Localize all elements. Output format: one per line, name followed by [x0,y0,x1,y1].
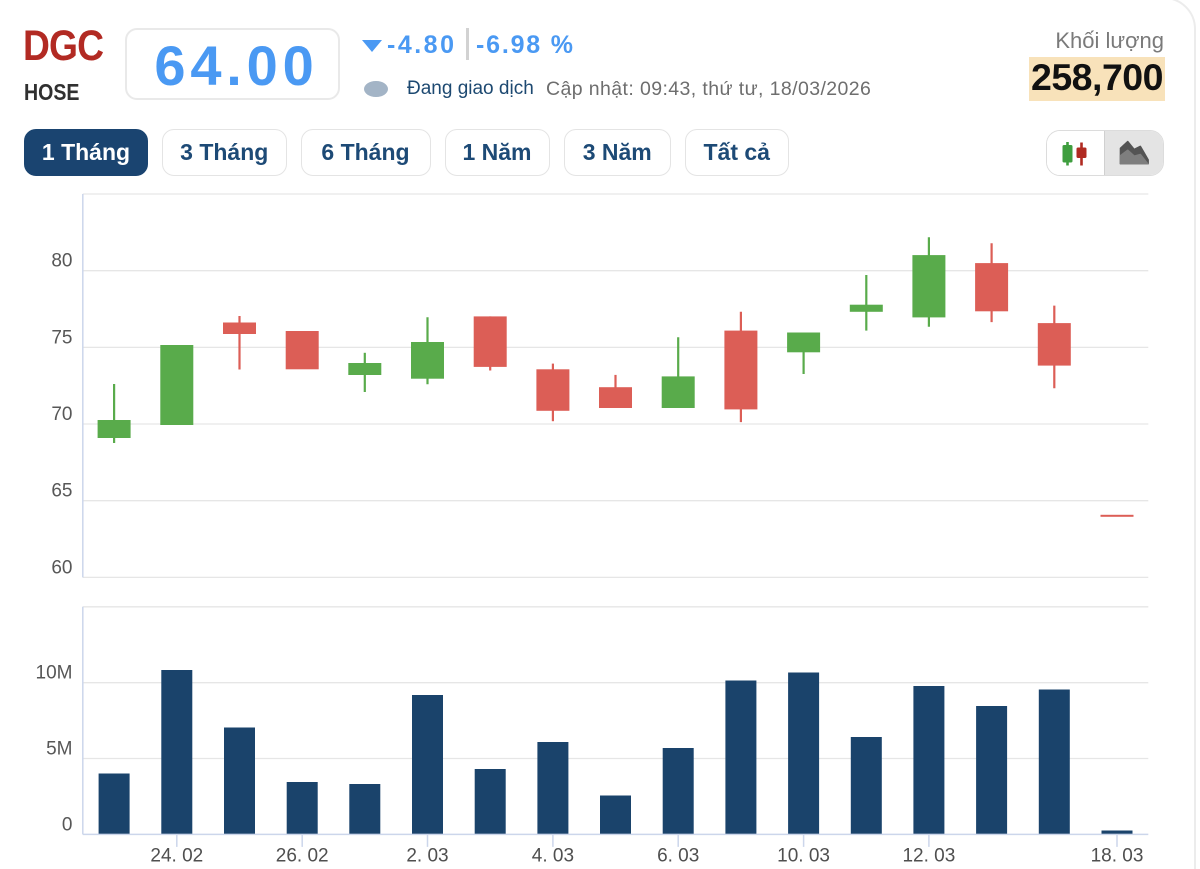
svg-text:12. 03: 12. 03 [902,845,955,866]
svg-text:10. 03: 10. 03 [777,845,830,866]
svg-text:4. 03: 4. 03 [532,845,574,866]
svg-text:6. 03: 6. 03 [657,845,699,866]
svg-text:10M: 10M [36,663,73,684]
svg-text:26. 02: 26. 02 [276,845,329,866]
svg-text:0: 0 [62,814,73,835]
svg-text:80: 80 [51,251,72,272]
svg-text:2. 03: 2. 03 [406,845,448,866]
svg-text:70: 70 [51,404,72,425]
svg-text:5M: 5M [46,738,72,759]
svg-text:18. 03: 18. 03 [1091,845,1144,866]
svg-text:24. 02: 24. 02 [150,845,203,866]
svg-text:75: 75 [51,327,72,348]
svg-text:65: 65 [51,481,72,502]
svg-text:60: 60 [51,557,72,578]
